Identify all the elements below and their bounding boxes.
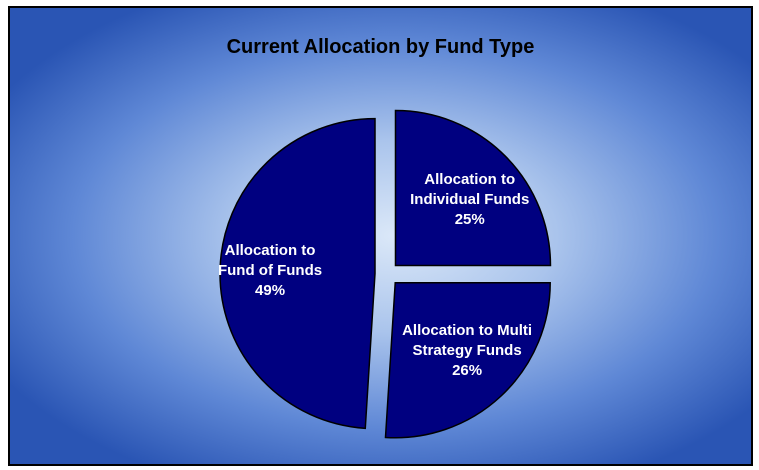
- slice-label: Allocation to Fund of Funds 49%: [205, 241, 335, 301]
- pie-slice: [384, 281, 551, 439]
- slice-value: 49%: [255, 281, 286, 299]
- slice-name: Allocation to Fund of Funds: [217, 241, 323, 279]
- slice-label: Allocation to Multi Strategy Funds 26%: [402, 321, 532, 381]
- slice-name: Allocation to Multi Strategy Funds: [402, 321, 533, 359]
- chart-title: Current Allocation by Fund Type: [226, 36, 535, 58]
- pie-slice: [219, 117, 376, 430]
- chart: Current Allocation by Fund Type Allocati…: [8, 6, 753, 466]
- slice-label: Allocation to Individual Funds 25%: [405, 170, 535, 230]
- slice-value: 26%: [452, 361, 483, 379]
- pie-slice: [394, 109, 552, 267]
- slice-value: 25%: [454, 210, 485, 228]
- pie: [219, 109, 552, 439]
- slice-name: Allocation to Individual Funds: [410, 170, 530, 208]
